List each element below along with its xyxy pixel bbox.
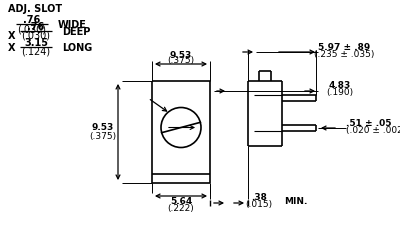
Text: X: X (8, 43, 16, 53)
Text: MIN.: MIN. (284, 197, 307, 205)
Text: X: X (8, 31, 16, 41)
Text: 5.64: 5.64 (170, 197, 192, 205)
Text: (.015): (.015) (246, 200, 272, 210)
Text: .38: .38 (251, 194, 267, 202)
Text: DEEP: DEEP (62, 27, 90, 37)
Text: 3.15: 3.15 (24, 38, 48, 48)
Text: 9.53: 9.53 (92, 123, 114, 132)
Text: 5.97 ± .89: 5.97 ± .89 (318, 43, 370, 51)
Text: (.375): (.375) (168, 57, 194, 65)
Text: .76: .76 (27, 22, 45, 32)
Text: .76: .76 (23, 15, 41, 25)
Text: (.235 ± .035): (.235 ± .035) (314, 49, 374, 59)
Text: (.222): (.222) (168, 203, 194, 213)
Text: 9.53: 9.53 (170, 50, 192, 60)
Text: (.030): (.030) (18, 24, 46, 34)
Text: .51 ± .05: .51 ± .05 (346, 119, 392, 127)
Text: 4.83: 4.83 (329, 81, 351, 91)
Text: (.375): (.375) (90, 132, 116, 140)
Text: LONG: LONG (62, 43, 92, 53)
Text: WIDE: WIDE (58, 20, 87, 30)
Text: (.020 ± .002): (.020 ± .002) (346, 126, 400, 136)
Text: (.124): (.124) (22, 47, 50, 57)
Text: ADJ. SLOT: ADJ. SLOT (8, 4, 62, 14)
Text: (.030): (.030) (22, 31, 50, 41)
Text: (.190): (.190) (326, 89, 354, 97)
